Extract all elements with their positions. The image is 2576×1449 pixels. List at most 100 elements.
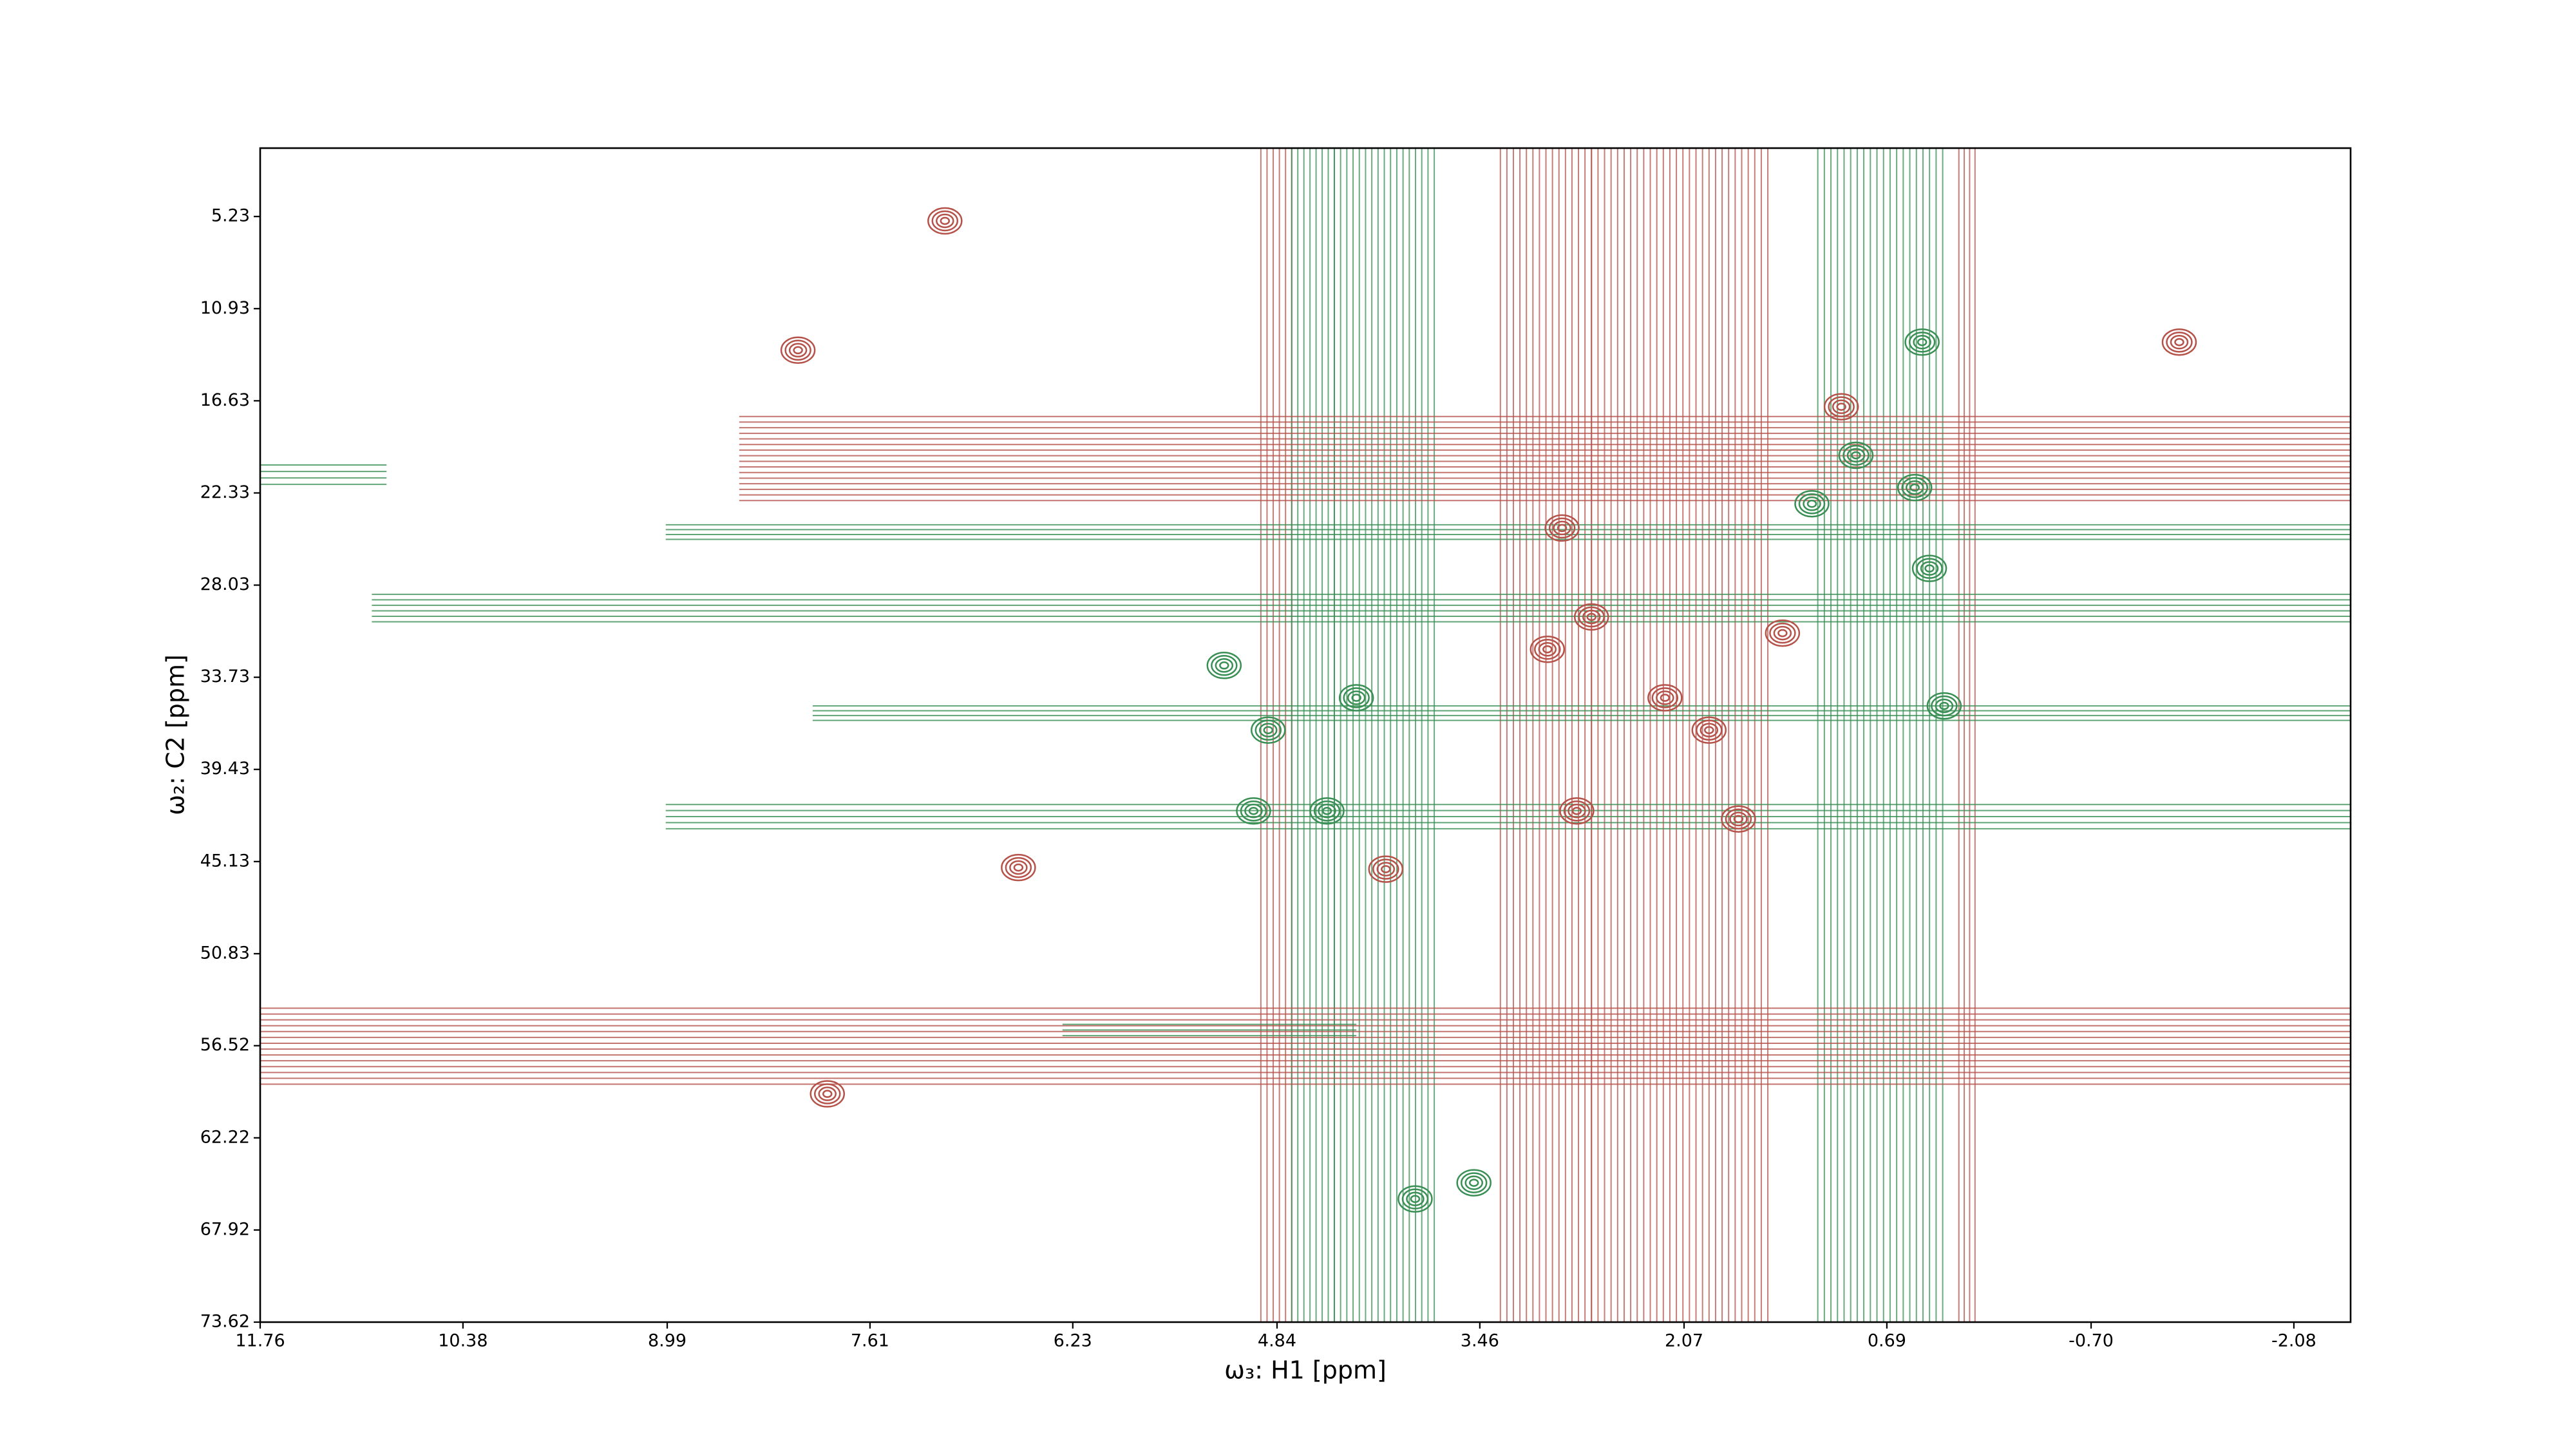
peak bbox=[1838, 441, 1874, 469]
peak bbox=[1397, 1185, 1433, 1213]
x-tick-label: 10.38 bbox=[438, 1331, 488, 1351]
contour-ring bbox=[814, 1083, 841, 1104]
contour-ring bbox=[1773, 625, 1792, 641]
horizontal-band bbox=[1062, 1023, 1357, 1037]
contour-ring bbox=[1530, 635, 1566, 663]
contour-ring bbox=[1846, 448, 1866, 463]
contour-ring bbox=[1651, 687, 1679, 708]
contour-ring bbox=[1338, 684, 1374, 712]
contour-ring bbox=[1803, 497, 1821, 511]
x-tick-label: 7.61 bbox=[851, 1331, 889, 1351]
contour-ring bbox=[1917, 337, 1927, 346]
peak bbox=[810, 1080, 846, 1108]
contour-ring bbox=[2166, 331, 2193, 353]
contour-ring bbox=[1939, 701, 1949, 710]
contour-ring bbox=[1842, 444, 1870, 466]
vertical-band bbox=[1333, 148, 1435, 1322]
contour-ring bbox=[1538, 641, 1557, 657]
contour-ring bbox=[1578, 606, 1605, 628]
contour-ring bbox=[1321, 806, 1332, 815]
contour-ring bbox=[1406, 1191, 1425, 1206]
contour-ring bbox=[1729, 811, 1748, 827]
y-tick-label: 56.52 bbox=[200, 1035, 250, 1055]
x-tick-label: 8.99 bbox=[648, 1331, 687, 1351]
peak bbox=[1530, 635, 1566, 663]
x-tick-label: 0.69 bbox=[1868, 1331, 1906, 1351]
contour-ring bbox=[1351, 694, 1361, 702]
peak bbox=[780, 336, 816, 365]
contour-ring bbox=[1777, 629, 1788, 638]
peak bbox=[1904, 328, 1940, 356]
contour-ring bbox=[1206, 652, 1242, 679]
contour-ring bbox=[1838, 441, 1874, 469]
contour-ring bbox=[1725, 808, 1752, 830]
contour-ring bbox=[1410, 1195, 1421, 1203]
contour-ring bbox=[1553, 520, 1571, 536]
vertical-band bbox=[1817, 148, 1944, 1322]
contour-ring bbox=[1911, 554, 1947, 582]
y-tick-label: 73.62 bbox=[200, 1312, 250, 1332]
contour-ring bbox=[1013, 863, 1024, 872]
x-tick-label: 2.07 bbox=[1665, 1331, 1703, 1351]
contour-ring bbox=[1401, 1188, 1429, 1209]
contour-ring bbox=[810, 1080, 846, 1108]
peak bbox=[1794, 490, 1830, 518]
contour-ring bbox=[936, 213, 954, 229]
contour-ring bbox=[1582, 609, 1601, 625]
contour-ring bbox=[1828, 396, 1855, 417]
contour-ring bbox=[1313, 800, 1341, 822]
peak bbox=[1823, 393, 1859, 421]
x-tick-label: -0.70 bbox=[2069, 1331, 2114, 1351]
contour-ring bbox=[1211, 655, 1238, 676]
contour-ring bbox=[1347, 690, 1366, 705]
y-axis-label: ω₂: C2 [ppm] bbox=[162, 654, 190, 815]
y-tick-label: 10.93 bbox=[200, 298, 250, 318]
contour-ring bbox=[1794, 490, 1830, 518]
peak bbox=[1251, 716, 1286, 744]
contour-ring bbox=[780, 336, 816, 365]
y-tick-label: 33.73 bbox=[200, 667, 250, 687]
contour-ring bbox=[1215, 658, 1234, 673]
peak bbox=[2161, 328, 2197, 356]
contour-ring bbox=[818, 1086, 837, 1101]
contour-ring bbox=[1559, 797, 1595, 825]
contour-ring bbox=[1563, 800, 1591, 822]
contour-ring bbox=[1904, 328, 1940, 356]
contour-ring bbox=[1309, 797, 1345, 825]
contour-ring bbox=[1318, 803, 1336, 819]
peak bbox=[1001, 853, 1036, 882]
x-tick-label: 6.23 bbox=[1054, 1331, 1092, 1351]
contour-ring bbox=[940, 216, 951, 225]
peak bbox=[1206, 652, 1242, 679]
contour-ring bbox=[1381, 865, 1391, 873]
contour-ring bbox=[927, 207, 963, 235]
peak bbox=[1574, 603, 1609, 631]
contour-ring bbox=[1769, 622, 1796, 644]
horizontal-band bbox=[260, 464, 387, 486]
peak bbox=[1926, 692, 1962, 720]
contour-ring bbox=[1913, 334, 1931, 350]
peak bbox=[1559, 797, 1595, 825]
y-tick-label: 67.92 bbox=[200, 1219, 250, 1239]
contour-ring bbox=[1721, 805, 1756, 833]
contour-ring bbox=[784, 339, 811, 361]
horizontal-band bbox=[665, 524, 2351, 540]
contour-ring bbox=[1248, 806, 1259, 815]
contour-ring bbox=[1700, 723, 1719, 737]
horizontal-band bbox=[372, 593, 2351, 623]
contour-ring bbox=[1733, 815, 1744, 824]
contour-ring bbox=[1255, 719, 1282, 741]
peak bbox=[1897, 473, 1933, 502]
peak bbox=[1338, 684, 1374, 712]
horizontal-band bbox=[260, 1007, 2351, 1085]
contour-ring bbox=[1219, 661, 1229, 670]
contour-ring bbox=[1935, 698, 1954, 714]
contour-ring bbox=[1836, 402, 1846, 411]
contour-ring bbox=[1696, 719, 1723, 741]
contour-ring bbox=[1897, 473, 1933, 502]
contour-ring bbox=[1009, 860, 1028, 875]
horizontal-band bbox=[812, 705, 2351, 721]
contour-ring bbox=[1548, 517, 1576, 539]
